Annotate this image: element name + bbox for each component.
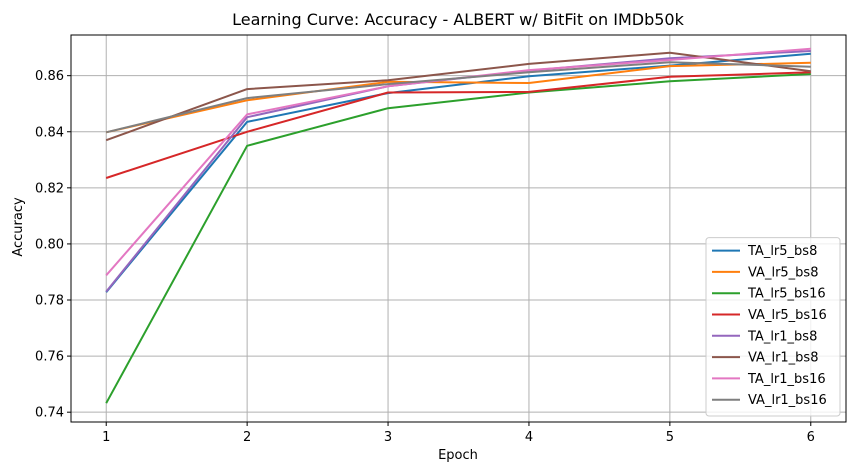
series-line-va-lr5-bs16: [105, 71, 811, 179]
plot-area-frame: [70, 34, 847, 423]
y-tick-label: 0.74: [35, 406, 64, 421]
legend-label: VA_lr1_bs8: [748, 351, 818, 366]
y-tick-label: 0.76: [35, 350, 64, 365]
x-tick-label: 4: [525, 430, 533, 445]
chart-title: Learning Curve: Accuracy - ALBERT w/ Bit…: [232, 10, 684, 29]
legend-box: [705, 237, 841, 417]
x-tick-label: 2: [243, 430, 251, 445]
x-tick-label: 3: [384, 430, 392, 445]
series-line-va-lr1-bs16: [105, 61, 811, 134]
x-tick-label: 1: [102, 430, 110, 445]
x-tick-label: 5: [666, 430, 674, 445]
y-tick-label: 0.86: [35, 69, 64, 84]
y-tick-label: 0.80: [35, 237, 64, 252]
series-layer: [105, 47, 811, 404]
legend: TA_lr5_bs8 VA_lr5_bs8 TA_lr5_bs16 VA_lr5_bs…: [705, 237, 841, 417]
tick-layer: 1 2 3 4 5 6 0.74 0.76 0.78 0.80 0.82 0.84 0.86: [35, 69, 815, 445]
legend-label: TA_lr1_bs16: [747, 372, 826, 387]
series-line-va-lr5-bs8: [105, 61, 811, 134]
y-tick-label: 0.82: [35, 181, 64, 196]
legend-label: VA_lr1_bs16: [748, 393, 827, 408]
series-line-ta-lr1-bs8: [105, 50, 811, 293]
y-tick-label: 0.78: [35, 294, 64, 309]
x-axis-label: Epoch: [438, 448, 478, 463]
x-tick-label: 6: [807, 430, 815, 445]
legend-label: VA_lr5_bs16: [748, 308, 827, 323]
legend-label: TA_lr5_bs8: [747, 244, 817, 259]
legend-label: TA_lr1_bs8: [747, 329, 817, 344]
series-line-ta-lr5-bs8: [105, 52, 811, 293]
legend-label: VA_lr5_bs8: [748, 265, 818, 280]
legend-label: TA_lr5_bs16: [747, 287, 826, 302]
y-tick-label: 0.84: [35, 125, 64, 140]
series-line-va-lr1-bs8: [105, 51, 811, 142]
y-axis-label: Accuracy: [11, 197, 26, 257]
series-line-ta-lr5-bs16: [105, 73, 811, 404]
